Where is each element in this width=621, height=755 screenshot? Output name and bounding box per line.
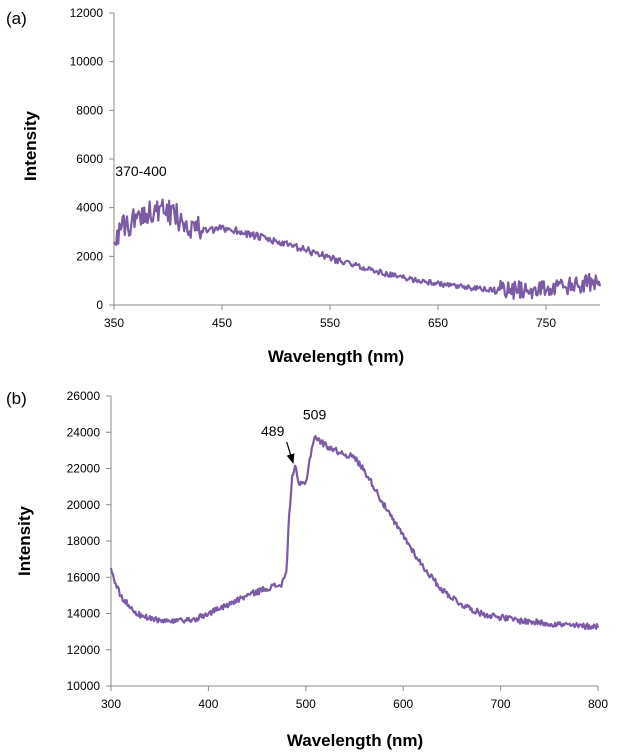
ticks-group-b: 10000 12000 14000 16000 18000 20000 22000 24000… <box>67 389 609 711</box>
x-tick-label: 300 <box>101 697 121 711</box>
x-axis-title-a: Wavelength (nm) <box>268 347 404 366</box>
series-line-b <box>109 435 600 631</box>
y-tick-label: 16000 <box>67 570 101 584</box>
y-tick-label: 22000 <box>67 462 101 476</box>
y-tick-label: 20000 <box>67 498 101 512</box>
panel-label-b: (b) <box>6 389 27 408</box>
x-tick-label: 500 <box>296 697 316 711</box>
y-tick-label: 0 <box>96 298 103 312</box>
y-tick-label: 14000 <box>67 607 101 621</box>
x-tick-label: 650 <box>428 316 448 330</box>
x-tick-label: 800 <box>588 697 608 711</box>
chart-panel-b: (b) Intensity Wavelength (nm) 10000 12000… <box>6 389 608 750</box>
y-tick-label: 8000 <box>76 103 103 117</box>
y-tick-label: 24000 <box>67 425 101 439</box>
x-tick-label: 750 <box>536 316 556 330</box>
x-tick-label: 450 <box>212 316 232 330</box>
x-axis-title-b: Wavelength (nm) <box>287 731 423 750</box>
y-axis-title-a: Intensity <box>21 111 40 181</box>
y-tick-label: 12000 <box>67 643 101 657</box>
x-tick-label: 700 <box>491 697 511 711</box>
y-tick-label: 10000 <box>70 55 104 69</box>
annotation-label: 370-400 <box>115 163 167 179</box>
panel-label-a: (a) <box>6 9 27 28</box>
y-axis-title-b: Intensity <box>15 506 34 576</box>
annotations-group-b: 489 509 <box>261 407 327 465</box>
y-tick-label: 4000 <box>76 201 103 215</box>
x-tick-label: 350 <box>104 316 124 330</box>
x-tick-label: 550 <box>320 316 340 330</box>
y-tick-label: 26000 <box>67 389 101 403</box>
annotation-label: 509 <box>303 407 327 423</box>
y-tick-label: 6000 <box>76 152 103 166</box>
y-tick-label: 10000 <box>67 679 101 693</box>
ticks-group-a: 0 2000 4000 6000 8000 10000 12000 350 450 550 650 7… <box>70 6 557 330</box>
y-tick-label: 12000 <box>70 6 104 20</box>
annotation-label: 489 <box>261 423 285 439</box>
x-tick-label: 400 <box>198 697 218 711</box>
y-tick-label: 18000 <box>67 534 101 548</box>
annotations-group-a: 370-400 <box>115 163 167 179</box>
x-tick-label: 600 <box>393 697 413 711</box>
series-line-a <box>113 198 602 300</box>
y-tick-label: 2000 <box>76 249 103 263</box>
chart-panel-a: (a) Intensity Wavelength (nm) 0 2000 4000 6… <box>6 6 602 366</box>
annotation-arrow <box>286 441 295 465</box>
